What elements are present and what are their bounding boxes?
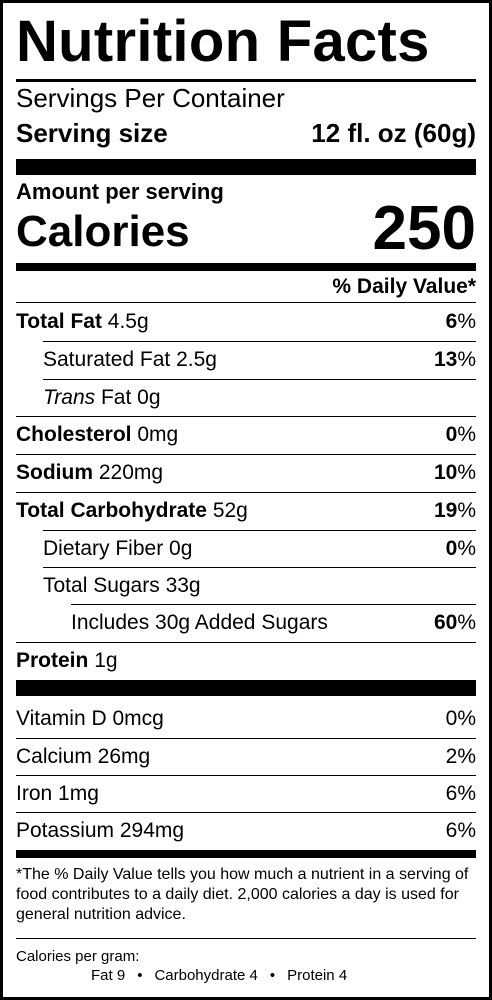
bullet-separator: • [137, 967, 143, 984]
nutrient-name: Total Sugars 33g [43, 574, 201, 597]
daily-value-header: % Daily Value* [332, 275, 476, 298]
row-divider [43, 567, 476, 568]
nutrient-row-cholesterol: Cholesterol 0mg 0% [16, 416, 476, 454]
nutrient-name: Sodium 220mg [16, 461, 164, 484]
nutrient-name: Total Fat 4.5g [16, 310, 149, 333]
nutrient-row-sodium: Sodium 220mg 10% [16, 454, 476, 492]
row-divider [43, 341, 476, 342]
nutrient-row-dietary-fiber: Dietary Fiber 0g 0% [16, 530, 476, 568]
protein-per-gram: Protein 4 [287, 967, 348, 984]
nutrient-dv: 0% [445, 537, 476, 560]
row-divider [16, 738, 476, 739]
nutrient-row-total-carbohydrate: Total Carbohydrate 52g 19% [16, 492, 476, 530]
nutrient-row-total-fat: Total Fat 4.5g 6% [16, 303, 476, 341]
calories-per-gram-values: Fat 9 • Carbohydrate 4 • Protein 4 [91, 966, 347, 986]
vitamin-row-iron: Iron 1mg 6% [16, 782, 476, 805]
footnote: *The % Daily Value tells you how much a … [16, 866, 469, 923]
nutrient-name: Saturated Fat 2.5g [43, 348, 217, 371]
title-divider [16, 79, 476, 82]
nutrient-dv: 19% [433, 499, 476, 522]
nutrient-name: Dietary Fiber 0g [43, 537, 193, 560]
calories-label: Calories [16, 207, 190, 256]
row-divider [43, 530, 476, 531]
row-divider [16, 642, 476, 643]
bullet-separator: • [269, 967, 276, 984]
nutrient-dv: 0% [445, 423, 476, 446]
calories-per-gram-label: Calories per gram: [16, 948, 140, 965]
amount-per-serving: Amount per serving [16, 179, 224, 204]
footnote-divider [16, 938, 476, 939]
nutrient-dv: 10% [433, 461, 476, 484]
nutrient-name: Trans Fat 0g [43, 386, 161, 409]
vitamin-row-calcium: Calcium 26mg 2% [16, 745, 476, 768]
nutrient-row-added-sugars: Includes 30g Added Sugars 60% [16, 604, 476, 642]
thick-divider-middle [16, 680, 476, 696]
vitamin-row-potassium: Potassium 294mg 6% [16, 819, 476, 842]
nutrient-dv: 60% [433, 611, 476, 634]
nutrient-dv: 13% [433, 348, 476, 371]
calories-divider [16, 263, 476, 271]
nutrient-row-total-sugars: Total Sugars 33g [16, 567, 476, 605]
nutrient-name: Total Carbohydrate 52g [16, 499, 248, 522]
carbohydrate-per-gram: Carbohydrate 4 [154, 967, 258, 984]
thick-divider-top [16, 159, 476, 175]
servings-per-container: Servings Per Container [16, 83, 285, 113]
serving-size-value: 12 fl. oz (60g) [311, 118, 476, 148]
label-title: Nutrition Facts [16, 9, 430, 74]
nutrient-row-protein: Protein 1g [16, 642, 476, 680]
vitamin-row-vitamin-d: Vitamin D 0mcg 0% [16, 707, 476, 730]
nutrient-row-saturated-fat: Saturated Fat 2.5g 13% [16, 341, 476, 379]
nutrient-name: Protein 1g [16, 649, 118, 672]
row-divider [43, 379, 476, 380]
row-divider [71, 604, 476, 605]
serving-size-label: Serving size [16, 118, 168, 148]
row-divider [16, 812, 476, 813]
calories-value: 250 [372, 194, 476, 263]
row-divider [16, 492, 476, 493]
thick-divider-bottom [16, 850, 476, 858]
row-divider [16, 775, 476, 776]
fat-per-gram: Fat 9 [91, 967, 126, 984]
nutrient-row-trans-fat: Trans Fat 0g [16, 379, 476, 417]
nutrient-dv: 6% [445, 310, 476, 333]
row-divider [16, 454, 476, 455]
nutrient-name: Cholesterol 0mg [16, 423, 179, 446]
row-divider [16, 302, 476, 303]
nutrient-name: Includes 30g Added Sugars [71, 611, 328, 634]
row-divider [16, 416, 476, 417]
